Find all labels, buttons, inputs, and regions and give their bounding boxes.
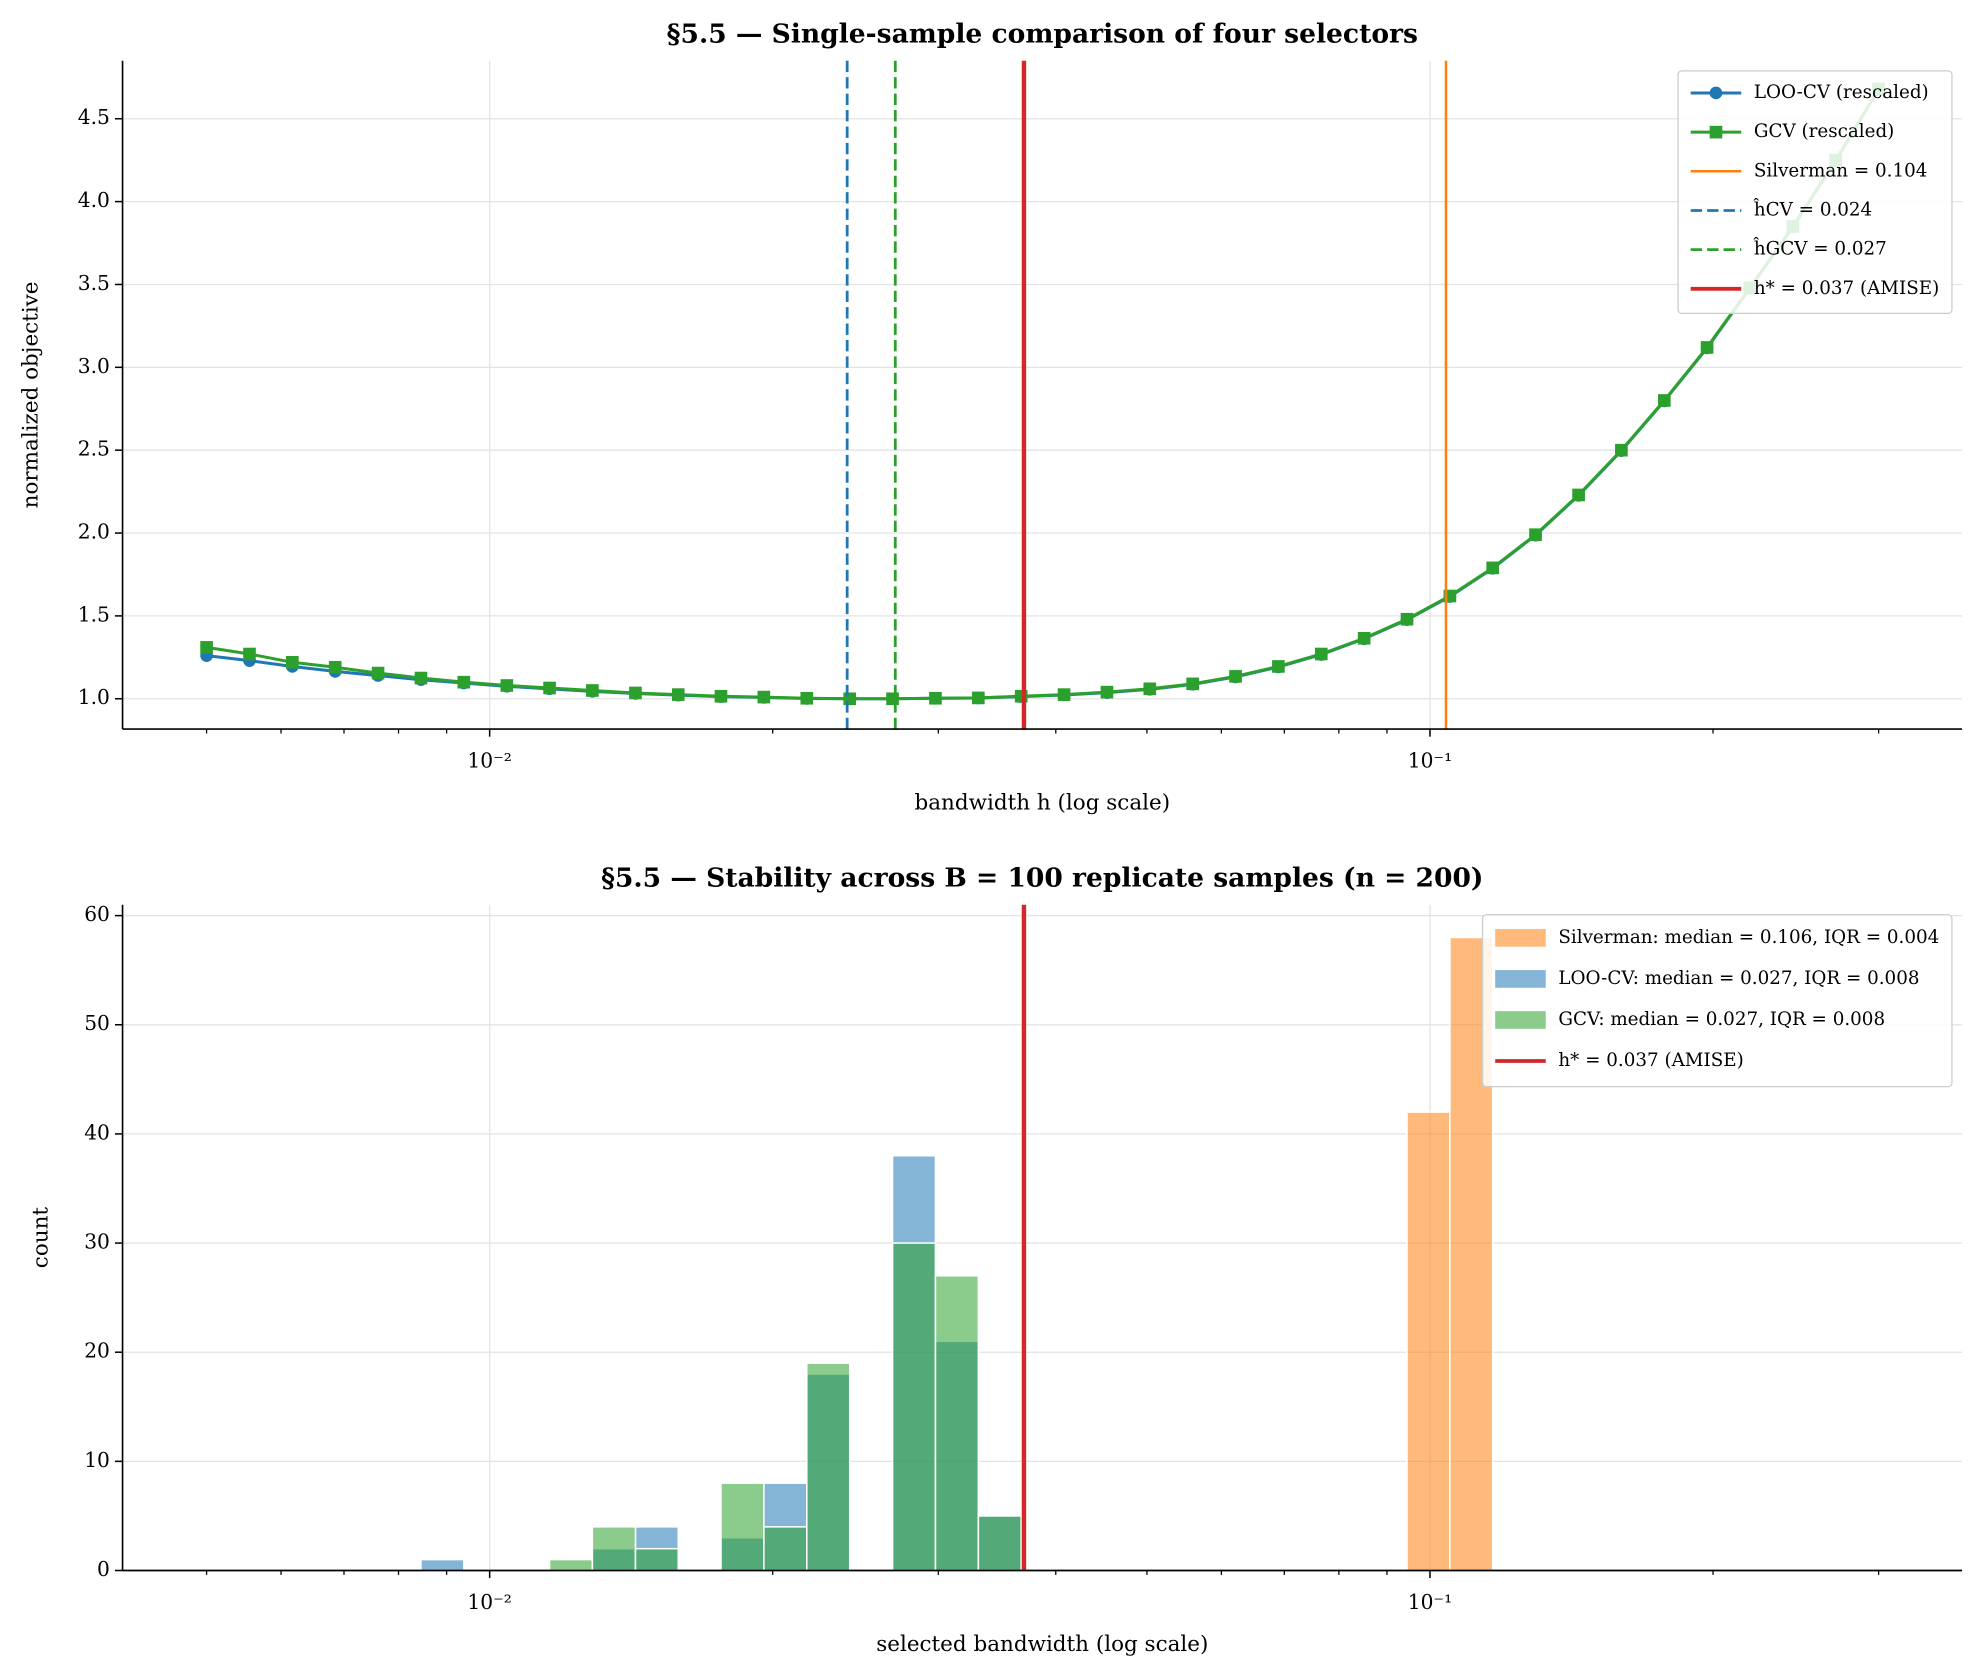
marker <box>414 671 428 685</box>
marker <box>757 690 771 704</box>
bar <box>720 1482 765 1572</box>
marker <box>1400 612 1414 626</box>
bar <box>806 1362 851 1572</box>
y-tick-label: 60 <box>84 902 110 926</box>
legend: LOO-CV (rescaled) GCV (rescaled) Silverman… <box>1677 70 1953 315</box>
y-tick-label: 4.5 <box>78 105 110 129</box>
legend-label: GCV (rescaled) <box>1754 121 1894 142</box>
y-tick-label: 30 <box>84 1230 110 1254</box>
x-tick-label: 10⁻¹ <box>1408 748 1452 772</box>
bar <box>420 1558 465 1572</box>
y-axis-label: count <box>29 1207 54 1269</box>
x-axis-label: selected bandwidth (log scale) <box>876 1632 1208 1657</box>
y-tick-label: 50 <box>84 1011 110 1035</box>
marker <box>714 689 728 703</box>
marker <box>200 641 213 654</box>
chart-title: §5.5 — Single-sample comparison of four … <box>667 18 1418 49</box>
legend-swatch <box>1495 970 1546 988</box>
marker <box>1143 682 1157 696</box>
marker <box>500 679 514 692</box>
y-tick-label: 0 <box>97 1557 110 1581</box>
marker <box>1529 528 1542 542</box>
legend-label: LOO-CV: median = 0.027, IQR = 0.008 <box>1558 968 1919 989</box>
marker <box>1486 561 1500 575</box>
marker <box>1186 677 1199 691</box>
y-tick-label: 3.0 <box>78 354 110 378</box>
marker <box>1100 685 1114 699</box>
panel: 1.0 1.5 2.0 2.5 3.0 3.5 4.0 4.5 10⁻² 10⁻¹ §5.5 — S… <box>19 18 1963 816</box>
legend-marker <box>1709 86 1723 100</box>
bar <box>934 1275 980 1572</box>
legend-label: ĥGCV = 0.027 <box>1753 237 1887 260</box>
legend: Silverman: median = 0.106, IQR = 0.004 LO… <box>1481 914 1953 1088</box>
chart-title: §5.5 — Stability across B = 100 replicat… <box>601 862 1483 893</box>
y-tick-label: 40 <box>84 1120 110 1144</box>
y-tick-label: 1.0 <box>78 685 110 709</box>
bar <box>763 1526 808 1572</box>
legend-label: h* = 0.037 (AMISE) <box>1558 1050 1743 1071</box>
y-tick-label: 2.0 <box>78 520 110 544</box>
legend-label: LOO-CV (rescaled) <box>1754 82 1929 103</box>
marker <box>1314 647 1328 661</box>
marker <box>543 681 556 695</box>
legend-box <box>1677 70 1953 315</box>
marker <box>800 691 814 705</box>
bar <box>1406 1111 1451 1572</box>
series-line <box>206 88 1880 701</box>
y-tick-label: 4.0 <box>78 188 110 212</box>
legend-label: Silverman: median = 0.106, IQR = 0.004 <box>1558 927 1939 948</box>
marker <box>1572 488 1585 502</box>
series-line <box>206 88 1880 701</box>
bar <box>548 1558 594 1572</box>
legend-marker <box>1709 125 1723 139</box>
marker <box>1357 631 1371 645</box>
marker <box>1700 341 1714 354</box>
x-tick-label: 10⁻² <box>467 1590 511 1614</box>
y-tick-label: 2.5 <box>78 437 110 461</box>
legend-swatch <box>1495 929 1546 947</box>
bar <box>634 1547 680 1572</box>
legend-label: ĥCV = 0.024 <box>1753 197 1872 220</box>
y-axis-label: normalized objective <box>19 281 44 508</box>
marker <box>929 691 942 705</box>
marker <box>843 692 857 706</box>
y-tick-label: 1.5 <box>78 602 110 626</box>
legend-swatch <box>1495 1011 1546 1029</box>
y-tick-label: 20 <box>84 1339 110 1363</box>
marker <box>328 660 342 674</box>
marker <box>629 686 642 700</box>
marker <box>371 666 385 680</box>
marker <box>671 688 685 701</box>
x-tick-label: 10⁻² <box>467 748 511 772</box>
marker <box>1657 394 1671 407</box>
panel: 0 10 20 30 40 50 60 10⁻² 10⁻¹ §5.5 — Stability ac… <box>29 862 1963 1657</box>
marker <box>1229 670 1242 683</box>
marker <box>886 692 899 706</box>
x-tick-label: 10⁻¹ <box>1408 1590 1452 1614</box>
x-axis-label: bandwidth h (log scale) <box>915 791 1171 816</box>
marker <box>457 675 471 689</box>
marker <box>286 655 299 669</box>
legend-box <box>1481 914 1953 1088</box>
bar <box>591 1526 637 1572</box>
marker <box>1272 660 1285 673</box>
y-tick-label: 3.5 <box>78 271 110 295</box>
y-tick-label: 10 <box>84 1448 110 1472</box>
marker <box>1057 688 1071 701</box>
marker <box>972 691 985 705</box>
marker <box>586 684 599 697</box>
bar <box>977 1515 1022 1572</box>
marker <box>243 647 256 661</box>
marker <box>1615 443 1628 457</box>
legend-label: GCV: median = 0.027, IQR = 0.008 <box>1558 1009 1885 1030</box>
legend-label: h* = 0.037 (AMISE) <box>1754 278 1939 299</box>
legend-label: Silverman = 0.104 <box>1754 160 1928 181</box>
bar <box>891 1242 937 1572</box>
